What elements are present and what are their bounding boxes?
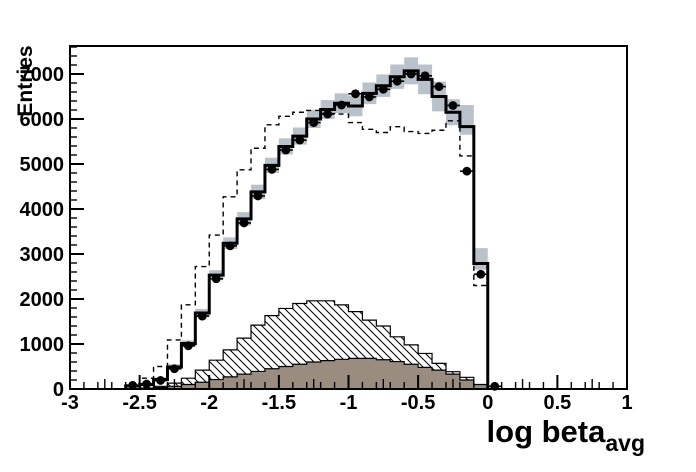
x-tick-label: -2 xyxy=(200,392,218,414)
x-tick-label: 0.5 xyxy=(543,392,571,414)
x-tick-label: -0.5 xyxy=(401,392,435,414)
data-point-marker xyxy=(309,118,319,127)
data-point-marker xyxy=(170,364,179,374)
x-axis-title: log betaavg xyxy=(487,414,645,457)
data-point-marker xyxy=(267,164,277,174)
x-tick-label: -3 xyxy=(61,392,79,414)
x-tick-label: -1.5 xyxy=(262,392,296,414)
y-tick-label: 6000 xyxy=(20,109,65,131)
y-tick-label: 4000 xyxy=(20,199,65,221)
data-point-marker xyxy=(295,135,305,145)
data-point-marker xyxy=(448,101,458,110)
data-point-marker xyxy=(211,274,221,284)
data-point-marker xyxy=(420,71,430,81)
x-axis-title-subscript: avg xyxy=(605,430,645,456)
y-tick-label: 2000 xyxy=(20,289,65,311)
data-point-marker xyxy=(434,82,444,91)
y-axis-title: Entries xyxy=(14,45,37,117)
x-tick-label: -2.5 xyxy=(122,392,156,414)
data-point-marker xyxy=(490,381,500,391)
x-tick-label: 0 xyxy=(482,392,493,414)
y-tick-label: 7000 xyxy=(20,64,65,86)
data-point-marker xyxy=(156,376,165,385)
data-point-marker xyxy=(183,341,193,351)
data-point-marker xyxy=(142,379,151,389)
x-tick-label: -1 xyxy=(340,392,358,414)
y-tick-label: 5000 xyxy=(20,154,65,176)
x-axis-title-main: log beta xyxy=(486,414,606,449)
y-tick-label: 1000 xyxy=(20,334,65,356)
data-point-marker xyxy=(476,269,486,279)
data-point-marker xyxy=(281,145,291,155)
data-point-marker xyxy=(323,109,333,119)
data-point-marker xyxy=(364,92,374,102)
data-point-marker xyxy=(253,191,263,201)
data-point-marker xyxy=(128,380,138,390)
data-point-marker xyxy=(378,84,388,94)
y-tick-label: 0 xyxy=(53,379,64,401)
data-point-marker xyxy=(406,69,416,79)
x-tick-label: 1 xyxy=(621,392,632,414)
data-point-marker xyxy=(225,241,235,251)
data-point-marker xyxy=(351,89,360,99)
data-point-marker xyxy=(462,166,472,176)
data-point-marker xyxy=(392,76,402,86)
data-point-marker xyxy=(239,218,249,228)
data-point-marker xyxy=(197,311,207,321)
data-point-marker xyxy=(337,100,346,110)
y-tick-label: 3000 xyxy=(20,244,65,266)
